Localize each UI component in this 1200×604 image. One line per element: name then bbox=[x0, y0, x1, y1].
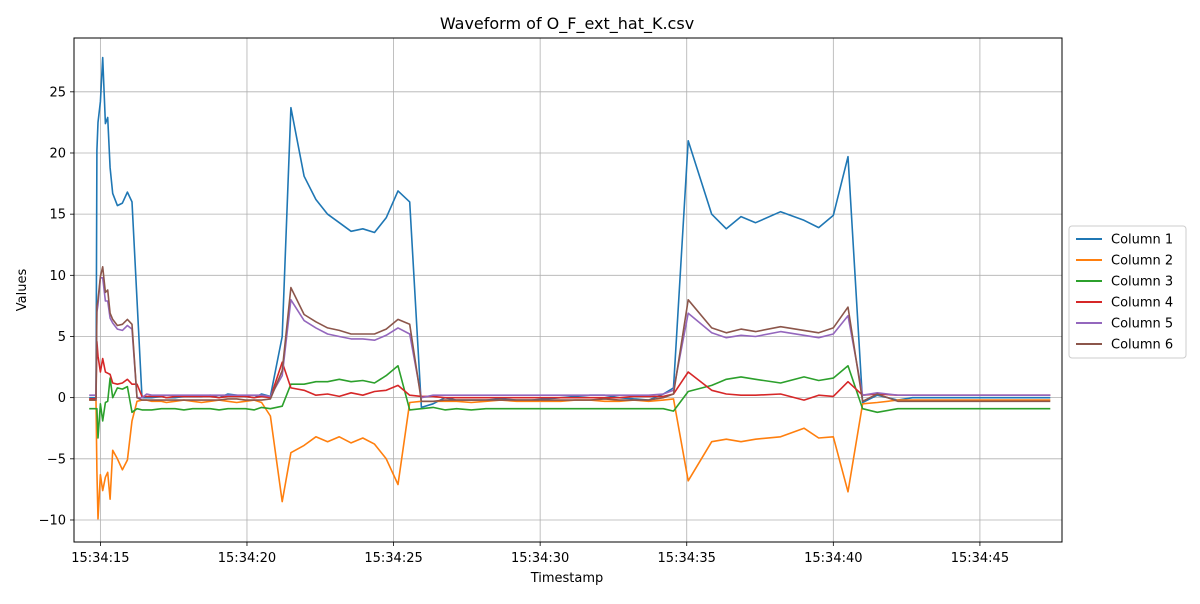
series-line-column-2 bbox=[89, 398, 1051, 520]
legend-label: Column 3 bbox=[1111, 275, 1173, 290]
legend-label: Column 4 bbox=[1111, 296, 1173, 311]
y-tick-label: 20 bbox=[49, 146, 66, 161]
x-tick-label: 15:34:40 bbox=[804, 551, 862, 566]
x-tick-label: 15:34:35 bbox=[658, 551, 716, 566]
series-line-column-4 bbox=[89, 340, 1051, 401]
legend: Column 1 Column 2 Column 3 Column 4 Column 5… bbox=[1068, 225, 1187, 359]
y-tick-label: 5 bbox=[58, 330, 66, 345]
chart-title: Waveform of O_F_ext_hat_K.csv bbox=[440, 14, 694, 34]
y-tick-label: 10 bbox=[49, 269, 66, 284]
x-axis-ticks: 15:34:15 15:34:20 15:34:25 15:34:30 15:34:35… bbox=[71, 542, 1009, 566]
y-tick-label: 15 bbox=[49, 208, 66, 223]
y-tick-label: −10 bbox=[39, 513, 66, 528]
y-axis-ticks: −10 −5 0 5 10 15 20 25 bbox=[39, 85, 74, 528]
x-tick-label: 15:34:20 bbox=[218, 551, 276, 566]
x-tick-label: 15:34:25 bbox=[364, 551, 422, 566]
plot-frame bbox=[73, 37, 1063, 543]
series-line-column-1 bbox=[89, 56, 1051, 409]
legend-label: Column 5 bbox=[1111, 317, 1173, 332]
series-line-column-5 bbox=[89, 276, 1051, 399]
series-line-column-6 bbox=[89, 265, 1051, 403]
legend-label: Column 6 bbox=[1111, 338, 1173, 353]
y-axis-title: Values bbox=[15, 269, 30, 312]
grid bbox=[74, 38, 1062, 542]
y-tick-label: −5 bbox=[47, 452, 66, 467]
legend-label: Column 2 bbox=[1111, 254, 1173, 269]
x-axis-title: Timestamp bbox=[530, 571, 604, 586]
y-tick-label: 0 bbox=[58, 391, 66, 406]
x-tick-label: 15:34:15 bbox=[71, 551, 129, 566]
legend-label: Column 1 bbox=[1111, 233, 1173, 248]
series-line-column-3 bbox=[89, 364, 1051, 439]
y-tick-label: 25 bbox=[49, 85, 66, 100]
x-tick-label: 15:34:30 bbox=[511, 551, 569, 566]
x-tick-label: 15:34:45 bbox=[951, 551, 1009, 566]
series-lines bbox=[89, 56, 1051, 520]
